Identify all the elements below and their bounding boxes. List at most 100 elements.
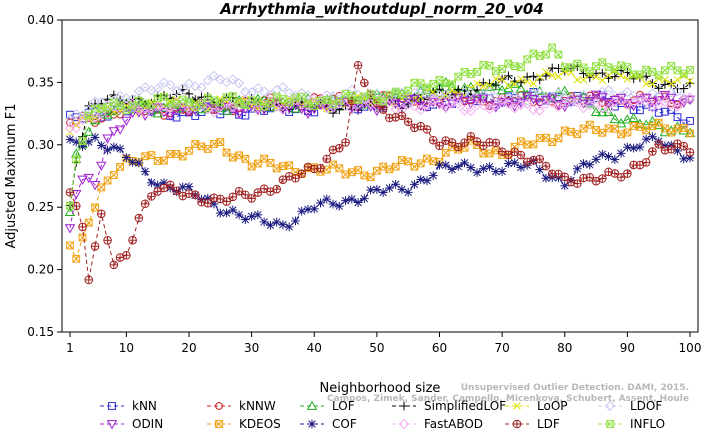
data-point — [672, 86, 683, 97]
data-point — [648, 147, 657, 156]
data-point — [672, 101, 683, 113]
data-point — [252, 83, 263, 94]
data-point — [622, 86, 633, 98]
data-point — [410, 179, 419, 189]
data-point — [89, 96, 101, 107]
data-point — [479, 149, 488, 158]
data-point — [598, 174, 607, 183]
data-point — [66, 201, 74, 210]
data-point — [497, 167, 507, 176]
data-point — [322, 96, 331, 105]
data-point — [491, 138, 501, 148]
data-point — [65, 188, 75, 197]
data-point — [504, 81, 513, 90]
data-point — [686, 66, 694, 74]
data-point — [403, 187, 413, 197]
data-point — [598, 76, 607, 85]
data-point — [648, 78, 657, 88]
series-KDEOS — [66, 118, 694, 263]
data-point — [661, 124, 669, 133]
data-point — [597, 149, 607, 159]
data-point — [341, 90, 350, 98]
data-point — [121, 153, 131, 162]
data-point — [534, 87, 545, 98]
data-point — [160, 156, 168, 165]
data-point — [604, 124, 613, 133]
data-point — [490, 80, 502, 91]
data-point — [490, 100, 501, 111]
data-point — [667, 79, 675, 88]
x-tick-label: 60 — [432, 341, 447, 355]
data-point — [147, 192, 156, 201]
data-point — [321, 103, 333, 114]
data-point — [66, 241, 74, 250]
data-point — [686, 129, 694, 138]
data-point — [542, 133, 550, 142]
data-point — [515, 99, 527, 111]
data-point — [366, 185, 376, 195]
data-point — [403, 99, 414, 110]
data-point — [479, 60, 488, 69]
data-point — [128, 235, 137, 245]
data-point — [579, 173, 588, 183]
legend-item: SimplifiedLOF — [392, 399, 506, 413]
x-axis-label: Neighborhood size — [320, 381, 441, 396]
data-point — [453, 98, 464, 109]
data-point — [353, 198, 363, 207]
data-point — [147, 151, 156, 159]
data-point — [471, 95, 483, 105]
data-point — [542, 50, 550, 59]
data-point — [597, 107, 608, 117]
data-point — [684, 92, 696, 103]
data-point — [83, 173, 95, 184]
data-point — [654, 118, 663, 127]
data-point — [648, 80, 657, 88]
data-point — [523, 77, 531, 86]
data-point — [529, 140, 538, 149]
data-point — [84, 275, 94, 285]
x-tick-label: 30 — [244, 341, 259, 355]
data-point — [197, 99, 206, 108]
data-point — [227, 74, 238, 85]
data-point — [172, 186, 181, 196]
data-point — [585, 120, 594, 129]
data-point — [673, 76, 682, 84]
data-point — [465, 106, 476, 117]
data-point — [166, 150, 175, 158]
data-point — [478, 94, 489, 104]
data-point — [165, 180, 175, 190]
data-point — [259, 86, 270, 97]
data-point — [590, 97, 602, 109]
legend-label: LOF — [332, 399, 355, 413]
data-point — [71, 201, 81, 211]
data-point — [616, 172, 626, 182]
data-point — [478, 164, 488, 174]
data-point — [416, 79, 425, 88]
data-point — [617, 61, 626, 70]
data-point — [310, 102, 319, 110]
data-point — [529, 79, 538, 88]
data-point — [509, 91, 520, 102]
data-point — [685, 148, 695, 157]
data-point — [354, 166, 362, 174]
data-point — [654, 83, 664, 93]
data-point — [366, 90, 375, 99]
data-point — [523, 140, 532, 149]
data-point — [128, 101, 137, 110]
legend-item: LoOP — [505, 399, 568, 413]
data-point — [285, 98, 294, 107]
data-point — [77, 175, 88, 185]
data-point — [216, 138, 225, 147]
data-point — [328, 199, 338, 209]
data-point — [133, 86, 144, 97]
legend-label: KDEOS — [239, 417, 281, 431]
y-tick-label: 0.15 — [27, 325, 54, 339]
data-point — [421, 89, 433, 100]
data-point — [529, 71, 538, 81]
data-point — [165, 79, 176, 90]
data-point — [241, 190, 250, 200]
data-point — [579, 76, 588, 84]
data-point — [660, 79, 670, 89]
data-point — [233, 78, 245, 89]
data-point — [290, 103, 301, 113]
